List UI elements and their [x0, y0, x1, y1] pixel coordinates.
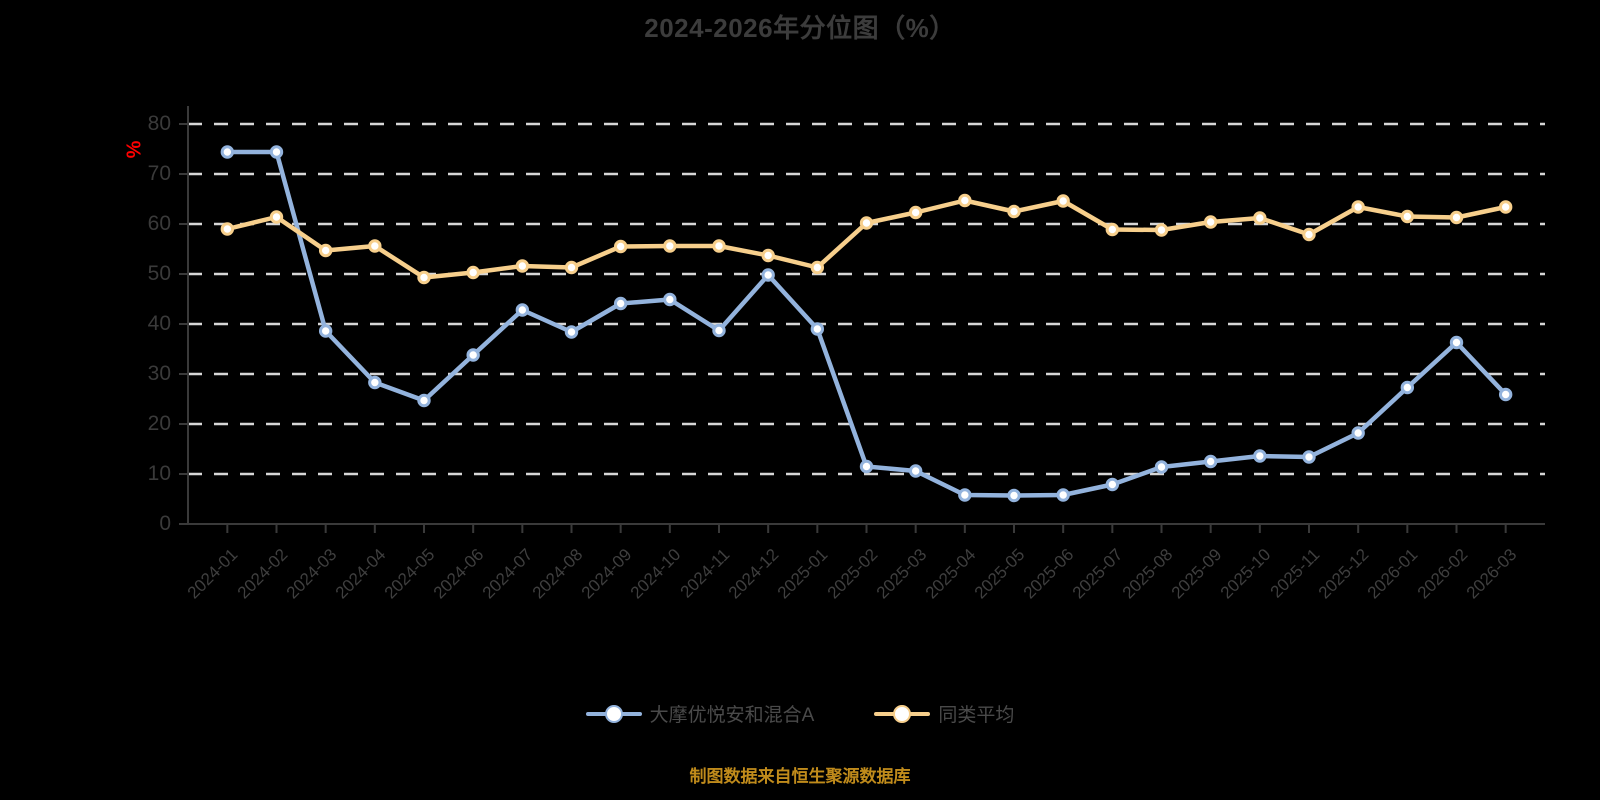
data-point [1302, 450, 1316, 464]
data-point [761, 248, 775, 263]
data-point [368, 375, 382, 390]
data-point [417, 393, 431, 408]
data-point [663, 292, 677, 307]
data-point [1253, 449, 1267, 463]
data-point [1056, 194, 1070, 208]
data-point [810, 322, 825, 336]
data-point [1498, 200, 1513, 214]
series-points [220, 145, 1513, 503]
data-point [1007, 488, 1021, 503]
footer-note: 制图数据来自恒生聚源数据库 [689, 767, 911, 786]
data-point [220, 222, 235, 236]
data-point [1105, 222, 1120, 237]
data-point [1007, 204, 1021, 219]
legend-label: 同类平均 [938, 705, 1015, 726]
data-point [1203, 454, 1218, 469]
y-axis-tick-label: 20 [147, 412, 171, 435]
data-point [1351, 200, 1365, 214]
data-point [1203, 215, 1218, 229]
data-point [1154, 223, 1169, 237]
data-point [466, 265, 480, 280]
data-point [712, 323, 726, 338]
data-point [417, 270, 431, 285]
data-point [1154, 460, 1169, 474]
data-point [958, 488, 972, 502]
data-point [515, 259, 530, 273]
data-point [318, 243, 333, 258]
data-point [564, 325, 579, 339]
data-point [908, 464, 923, 478]
chart-legend: 大摩优悦安和混合A 同类平均 [0, 700, 1600, 727]
data-point [1449, 210, 1464, 225]
data-point [368, 239, 382, 253]
data-point [859, 459, 874, 474]
data-point [712, 239, 726, 253]
data-point [810, 260, 825, 275]
legend-item-0[interactable]: 大摩优悦安和混合A [585, 700, 815, 727]
data-point [1400, 380, 1415, 395]
y-axis-tick-label: 10 [147, 462, 171, 485]
legend-item-1[interactable]: 同类平均 [874, 700, 1014, 727]
data-point [1302, 227, 1316, 242]
data-point [761, 268, 775, 282]
data-point [564, 260, 579, 275]
gridlines [188, 122, 1545, 476]
data-point [1105, 477, 1120, 492]
chart-title: 2024-2026年分位图（%） [644, 13, 956, 43]
data-point [269, 145, 284, 159]
data-point [1351, 426, 1365, 440]
axis-ticks [179, 123, 1507, 533]
data-point [958, 193, 972, 208]
data-point [1253, 211, 1267, 225]
legend-dot [893, 704, 912, 723]
legend-label: 大摩优悦安和混合A [649, 705, 815, 726]
data-point [1400, 209, 1415, 224]
data-point [466, 348, 480, 362]
data-point [1449, 335, 1464, 350]
legend-dot [604, 704, 623, 723]
y-axis-tick-label: 60 [147, 212, 171, 235]
data-point [1056, 488, 1070, 502]
data-point [613, 239, 628, 254]
y-axis-tick-label: 40 [147, 312, 171, 335]
data-point [318, 324, 333, 338]
data-point [1498, 387, 1513, 402]
data-point [908, 205, 923, 220]
data-point [269, 210, 284, 224]
y-axis-tick-label: 0 [159, 512, 171, 535]
legend-marker-icon [874, 701, 931, 727]
data-point [515, 303, 530, 317]
data-point [663, 239, 677, 253]
data-point [859, 216, 874, 230]
y-axis-tick-label: 80 [147, 112, 171, 135]
data-point [220, 145, 235, 159]
data-point [613, 296, 628, 311]
y-axis-tick-label: 30 [147, 362, 171, 385]
y-axis-tick-label: 50 [147, 262, 171, 285]
y-axis-tick-label: 70 [147, 162, 171, 185]
legend-marker-icon [585, 701, 642, 727]
